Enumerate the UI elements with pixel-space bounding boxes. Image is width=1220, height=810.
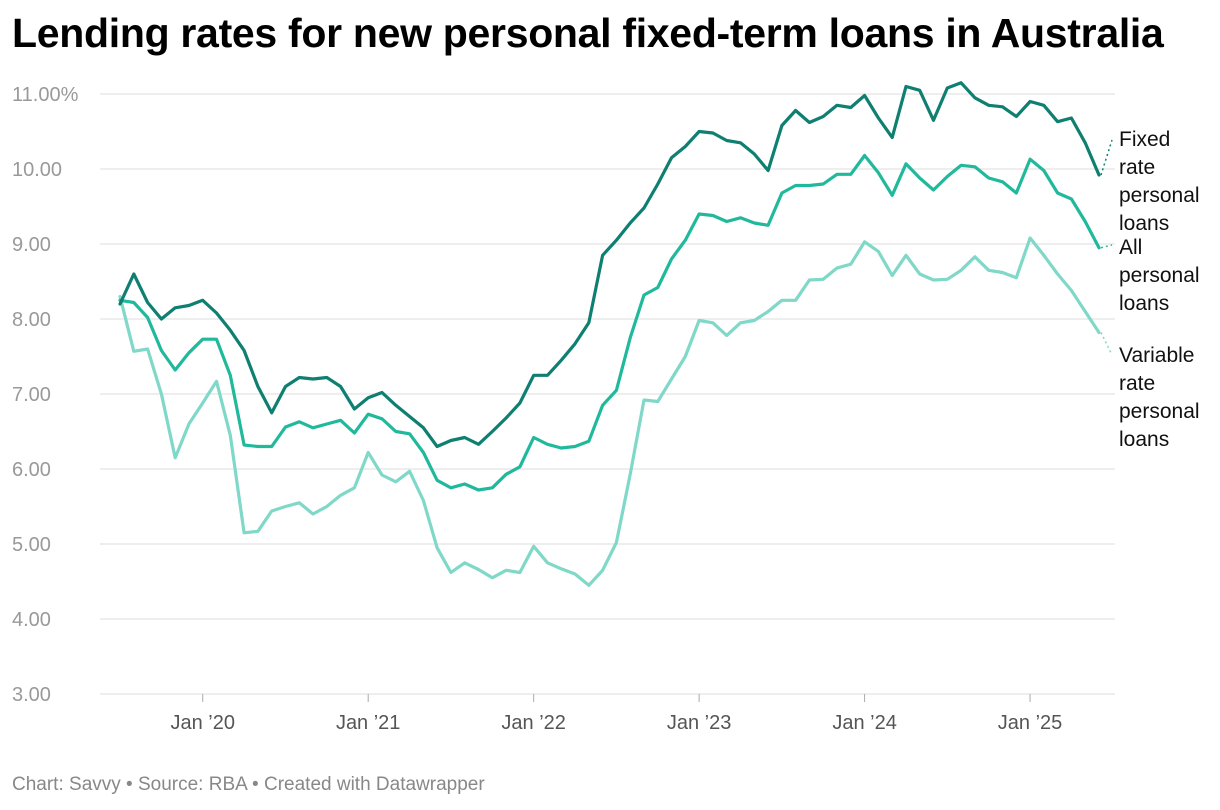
series-label: All: [1119, 236, 1142, 259]
y-tick-label: 9.00: [12, 234, 51, 256]
y-tick-label: 11.00%: [12, 84, 79, 106]
chart-title: Lending rates for new personal fixed-ter…: [12, 10, 1164, 56]
series-label-leader: [1100, 332, 1113, 356]
footer-separator: •: [246, 774, 264, 795]
series-label: loans: [1119, 212, 1169, 235]
x-tick-label: Jan ’22: [501, 712, 566, 734]
y-tick-label: 10.00: [12, 159, 62, 181]
footer-separator: •: [120, 774, 138, 795]
series-label: loans: [1119, 428, 1169, 451]
source-credit: Source: RBA: [137, 774, 247, 795]
series-label-leader: [1100, 244, 1113, 249]
y-tick-label: 7.00: [12, 384, 51, 406]
x-tick-label: Jan ’20: [170, 712, 235, 734]
y-tick-label: 6.00: [12, 459, 51, 481]
series-label: Fixed: [1119, 128, 1170, 151]
y-tick-label: 3.00: [12, 684, 51, 706]
y-tick-label: 5.00: [12, 534, 51, 556]
y-tick-label: 4.00: [12, 609, 51, 631]
x-tick-label: Jan ’25: [998, 712, 1063, 734]
chart-footer: Chart: Savvy • Source: RBA • Created wit…: [12, 774, 485, 796]
series-label: loans: [1119, 292, 1169, 315]
series-label: rate: [1119, 372, 1155, 395]
series-line-all-personal-loans: [118, 153, 1101, 492]
chart-credit: Chart: Savvy: [12, 774, 121, 795]
x-tick-label: Jan ’24: [832, 712, 897, 734]
x-tick-label: Jan ’23: [667, 712, 732, 734]
series-label: personal: [1119, 184, 1200, 207]
series-label: personal: [1119, 264, 1200, 287]
y-tick-label: 8.00: [12, 309, 51, 331]
series-label: personal: [1119, 400, 1200, 423]
tool-credit: Created with Datawrapper: [263, 774, 485, 795]
series-label-leader: [1100, 139, 1113, 176]
x-tick-label: Jan ’21: [336, 712, 401, 734]
series-label: rate: [1119, 156, 1155, 179]
series-label: Variable: [1119, 344, 1195, 367]
series-line-variable-rate-personal-loans: [118, 236, 1101, 587]
series-line-fixed-rate-personal-loans: [118, 81, 1101, 449]
